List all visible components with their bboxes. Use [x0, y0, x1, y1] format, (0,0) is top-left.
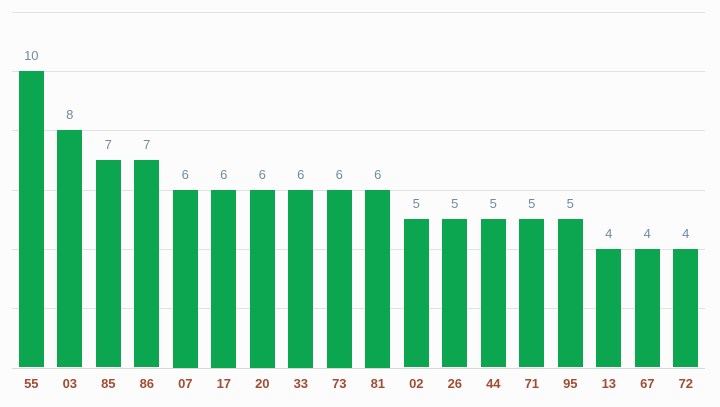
bar[interactable] — [95, 159, 121, 368]
x-axis-label: 55 — [24, 375, 39, 391]
bar-value-label: 5 — [451, 196, 459, 212]
bar[interactable] — [288, 189, 314, 368]
bar-value-label: 4 — [682, 225, 690, 241]
x-axis-label: 17 — [216, 375, 232, 391]
bar[interactable] — [134, 159, 160, 368]
gridline — [12, 308, 705, 309]
bar-value-label: 6 — [181, 166, 189, 182]
bar[interactable] — [326, 189, 352, 368]
x-axis-label: 20 — [255, 375, 270, 391]
baseline-gridline — [12, 368, 705, 369]
bar[interactable] — [557, 219, 583, 368]
bar-value-label: 8 — [66, 107, 74, 123]
gridline — [12, 249, 705, 250]
x-axis-label: 73 — [332, 375, 347, 391]
x-axis-label: 67 — [640, 375, 655, 391]
bar[interactable] — [442, 219, 468, 368]
bar-value-label: 10 — [24, 47, 39, 63]
x-axis-label: 44 — [486, 375, 501, 391]
bar-value-label: 5 — [528, 196, 536, 212]
gridline — [12, 130, 705, 131]
bar[interactable] — [18, 70, 44, 368]
x-axis-label: 95 — [563, 375, 578, 391]
bar[interactable] — [403, 219, 429, 368]
bar-value-label: 6 — [258, 166, 266, 182]
bar-value-label: 7 — [143, 136, 151, 152]
x-axis-label: 86 — [139, 375, 155, 391]
x-axis-label: 07 — [178, 375, 193, 391]
bar-value-label: 5 — [412, 196, 420, 212]
bar-value-label: 6 — [335, 166, 343, 182]
bar[interactable] — [480, 219, 506, 368]
bar[interactable] — [57, 130, 83, 368]
x-axis-label: 71 — [524, 375, 540, 391]
bar[interactable] — [519, 219, 545, 368]
bar[interactable] — [249, 189, 275, 368]
bar-value-label: 6 — [220, 166, 228, 182]
x-axis-label: 03 — [62, 375, 78, 391]
bar-value-label: 6 — [297, 166, 305, 182]
x-axis-label: 33 — [293, 375, 309, 391]
bar[interactable] — [596, 248, 622, 368]
bar-value-label: 6 — [374, 166, 382, 182]
x-axis-label: 72 — [678, 375, 694, 391]
bar[interactable] — [172, 189, 198, 368]
bar[interactable] — [365, 189, 391, 368]
x-axis-label: 85 — [101, 375, 116, 391]
gridline — [12, 71, 705, 72]
bar[interactable] — [211, 189, 237, 368]
gridline — [12, 190, 705, 191]
bar-value-label: 5 — [489, 196, 497, 212]
bar-value-label: 4 — [643, 225, 651, 241]
bar[interactable] — [634, 248, 660, 368]
x-axis-label: 81 — [370, 375, 386, 391]
gridline — [12, 12, 705, 13]
bar[interactable] — [673, 248, 699, 368]
bar-value-label: 5 — [566, 196, 574, 212]
bar-value-label: 7 — [104, 136, 112, 152]
bar-value-label: 4 — [605, 225, 613, 241]
x-axis-label: 26 — [447, 375, 463, 391]
x-axis-label: 13 — [601, 375, 617, 391]
x-axis-label: 02 — [409, 375, 424, 391]
